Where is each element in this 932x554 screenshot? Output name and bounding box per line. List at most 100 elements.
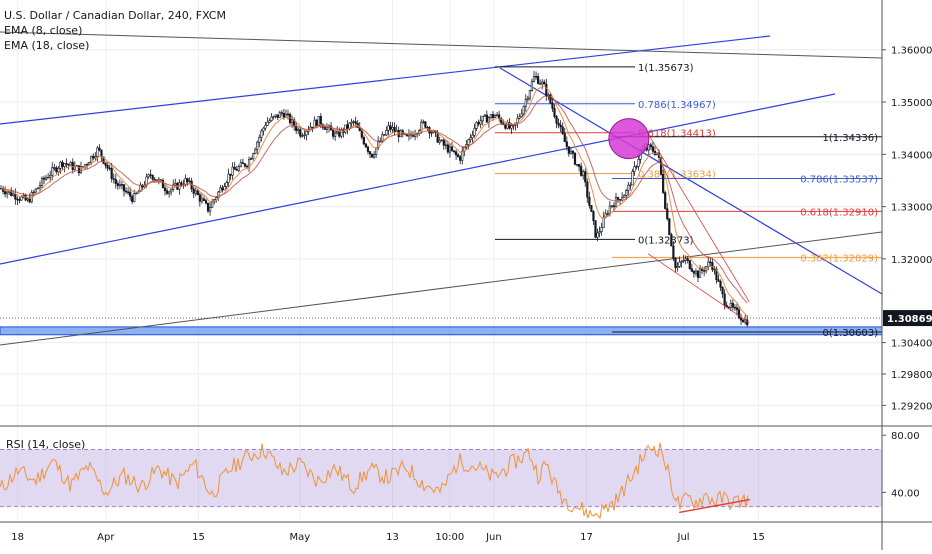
candle-body[interactable] — [717, 279, 720, 282]
candle-body[interactable] — [282, 113, 286, 118]
candle-body[interactable] — [575, 164, 579, 166]
falling-wedge-upper[interactable] — [647, 133, 750, 303]
candle-body[interactable] — [491, 114, 495, 118]
candle-body[interactable] — [526, 97, 529, 100]
candle-body[interactable] — [104, 162, 107, 166]
candle-body[interactable] — [102, 156, 105, 164]
candle-body[interactable] — [522, 106, 525, 115]
candle-body[interactable] — [196, 190, 199, 195]
candle-body[interactable] — [582, 171, 585, 176]
candle-body[interactable] — [504, 124, 507, 129]
candle-body[interactable] — [559, 124, 562, 128]
candle-body[interactable] — [276, 114, 279, 118]
candle-body[interactable] — [278, 112, 281, 118]
candle-body[interactable] — [231, 166, 234, 176]
candle-body[interactable] — [372, 154, 376, 158]
candle-body[interactable] — [422, 121, 425, 123]
candle-body[interactable] — [420, 122, 423, 132]
candle-body[interactable] — [274, 114, 277, 117]
candle-body[interactable] — [387, 125, 390, 131]
candle-body[interactable] — [430, 132, 433, 134]
candle-body[interactable] — [518, 116, 521, 119]
candle-body[interactable] — [98, 147, 101, 151]
candle-body[interactable] — [625, 190, 628, 196]
candle-body[interactable] — [473, 128, 476, 136]
candle-body[interactable] — [34, 188, 37, 193]
candle-body[interactable] — [586, 181, 589, 198]
candle-body[interactable] — [243, 163, 247, 167]
candle-body[interactable] — [18, 199, 21, 201]
candle-body[interactable] — [469, 137, 472, 141]
candle-body[interactable] — [366, 146, 370, 152]
candle-body[interactable] — [483, 114, 486, 117]
candle-body[interactable] — [596, 232, 599, 238]
candle-body[interactable] — [16, 198, 19, 201]
candle-body[interactable] — [450, 146, 454, 151]
candle-body[interactable] — [653, 151, 657, 155]
channel-upper-line[interactable] — [0, 35, 771, 125]
descending-trend-line[interactable] — [499, 67, 883, 295]
candle-body[interactable] — [65, 163, 68, 165]
candle-body[interactable] — [411, 134, 415, 137]
candle-body[interactable] — [489, 114, 493, 118]
candle-body[interactable] — [362, 137, 365, 145]
candle-body[interactable] — [698, 268, 702, 278]
candle-body[interactable] — [629, 184, 632, 187]
candle-body[interactable] — [438, 140, 441, 143]
candle-body[interactable] — [588, 196, 591, 206]
candle-body[interactable] — [444, 144, 447, 146]
candle-body[interactable] — [670, 234, 673, 247]
upper-trend-line[interactable] — [0, 31, 883, 59]
candle-body[interactable] — [161, 180, 165, 189]
candle-body[interactable] — [239, 162, 242, 167]
candle-body[interactable] — [448, 146, 452, 153]
candle-body[interactable] — [539, 83, 542, 85]
candle-body[interactable] — [198, 194, 201, 202]
candle-body[interactable] — [532, 76, 536, 83]
candle-body[interactable] — [471, 134, 474, 139]
candle-body[interactable] — [385, 129, 388, 136]
candle-body[interactable] — [377, 141, 380, 149]
candle-body[interactable] — [446, 144, 450, 153]
lower-trend-line[interactable] — [0, 231, 883, 346]
candle-body[interactable] — [227, 173, 230, 183]
candle-body[interactable] — [680, 260, 683, 263]
candle-body[interactable] — [325, 127, 329, 130]
candle-body[interactable] — [352, 121, 355, 123]
candle-body[interactable] — [662, 174, 665, 193]
candle-body[interactable] — [360, 130, 363, 138]
candle-body[interactable] — [666, 208, 669, 220]
candle-body[interactable] — [721, 286, 724, 295]
candle-body[interactable] — [391, 126, 394, 130]
candle-body[interactable] — [573, 152, 577, 165]
candle-body[interactable] — [36, 187, 39, 190]
candle-body[interactable] — [350, 121, 353, 124]
candle-body[interactable] — [584, 171, 587, 183]
candle-body[interactable] — [612, 205, 616, 208]
candle-body[interactable] — [395, 130, 398, 132]
candle-body[interactable] — [153, 179, 156, 181]
candle-body[interactable] — [315, 119, 318, 127]
candle-body[interactable] — [297, 129, 300, 131]
candle-body[interactable] — [116, 183, 119, 187]
candle-body[interactable] — [108, 167, 111, 170]
rsi-divergence-line[interactable] — [679, 498, 750, 514]
candle-body[interactable] — [711, 262, 714, 270]
candle-body[interactable] — [256, 141, 259, 150]
candle-body[interactable] — [120, 184, 124, 186]
candle-body[interactable] — [637, 159, 640, 167]
candle-body[interactable] — [129, 191, 132, 197]
candle-body[interactable] — [707, 261, 710, 267]
ema-18-line[interactable] — [0, 95, 748, 304]
candle-body[interactable] — [106, 164, 109, 169]
candle-body[interactable] — [92, 155, 95, 159]
candle-body[interactable] — [668, 218, 671, 235]
candle-body[interactable] — [71, 162, 74, 170]
candle-body[interactable] — [580, 166, 583, 176]
candle-body[interactable] — [608, 205, 611, 215]
candle-body[interactable] — [598, 231, 601, 234]
candle-body[interactable] — [264, 125, 267, 129]
candle-body[interactable] — [682, 259, 685, 262]
candle-body[interactable] — [42, 177, 46, 180]
candle-body[interactable] — [10, 190, 13, 196]
